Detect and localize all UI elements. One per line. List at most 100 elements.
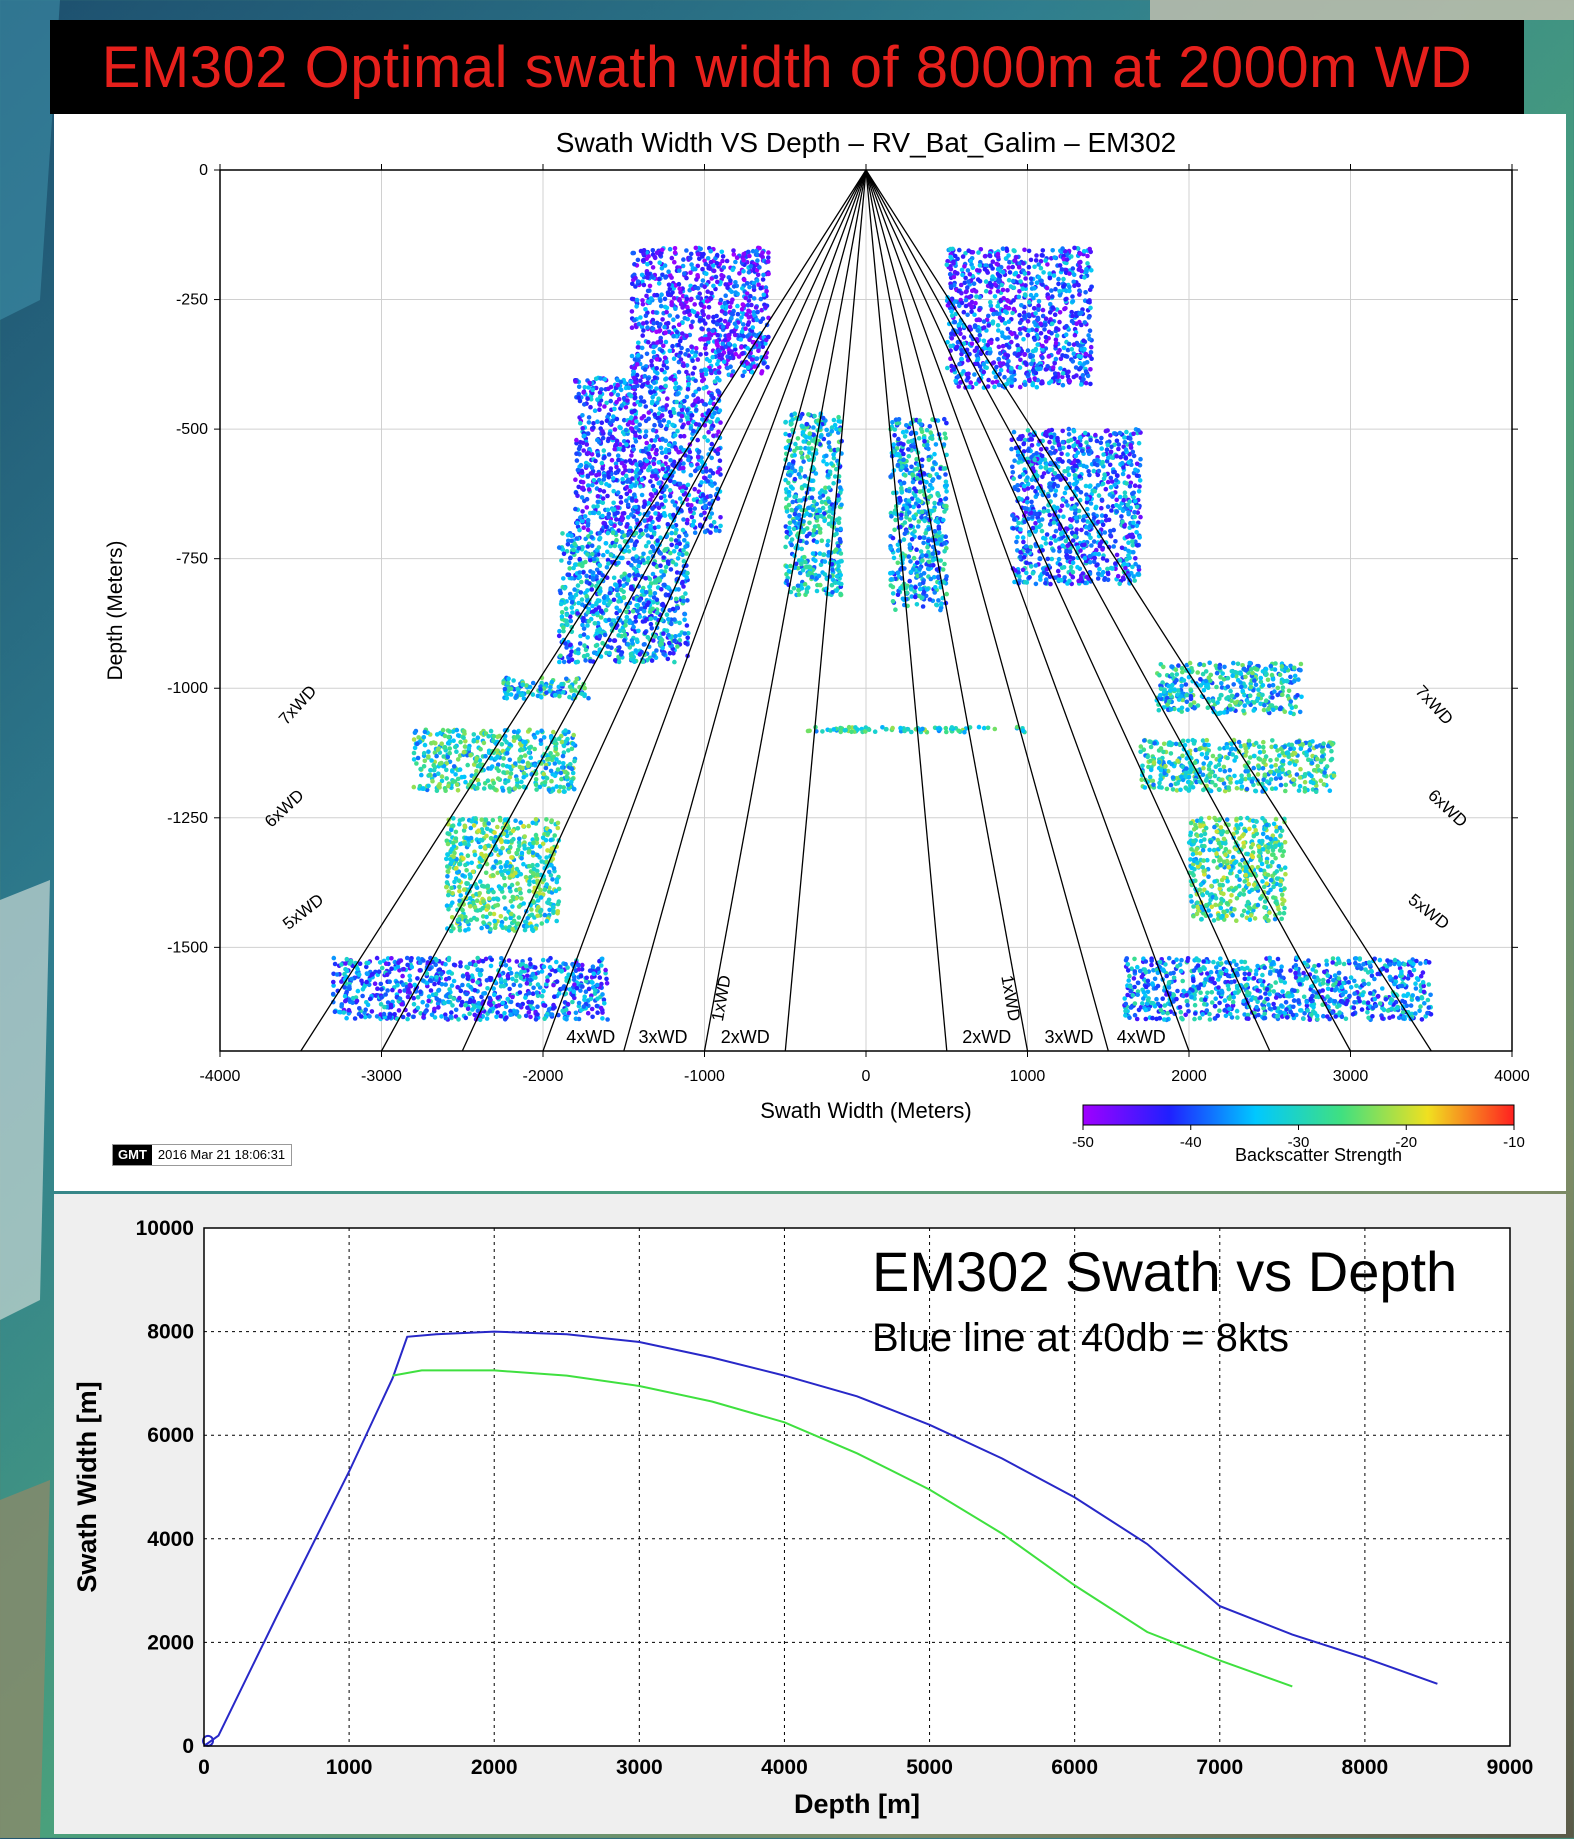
data-point [640, 273, 645, 278]
data-point [539, 738, 544, 743]
data-point [568, 643, 573, 648]
data-point [787, 514, 792, 519]
data-point [509, 899, 514, 904]
data-point [595, 438, 600, 443]
data-point [553, 969, 558, 974]
data-point [715, 362, 720, 367]
data-point [615, 383, 620, 388]
data-point [680, 414, 685, 419]
data-point [627, 573, 632, 578]
data-point [708, 494, 713, 499]
data-point [496, 776, 501, 781]
data-point [406, 987, 411, 992]
data-point [608, 520, 613, 525]
data-point [566, 1002, 571, 1007]
data-point [668, 410, 673, 415]
data-point [673, 306, 678, 311]
data-point [610, 458, 615, 463]
data-point [568, 653, 573, 658]
data-point [715, 280, 720, 285]
data-point [591, 964, 596, 969]
data-point [666, 617, 671, 622]
data-point [747, 270, 752, 275]
data-point [629, 380, 634, 385]
data-point [550, 846, 555, 851]
data-point [723, 344, 728, 349]
data-point [585, 396, 590, 401]
data-point [347, 987, 352, 992]
data-point [389, 1005, 394, 1010]
data-point [360, 994, 365, 999]
data-point [548, 685, 553, 690]
data-point [659, 385, 664, 390]
data-point [671, 334, 676, 339]
data-point [649, 535, 654, 540]
data-point [662, 418, 667, 423]
data-point [704, 262, 709, 267]
data-point [683, 544, 688, 549]
data-point [560, 969, 565, 974]
data-point [542, 772, 547, 777]
data-point [385, 972, 390, 977]
data-point [564, 677, 569, 682]
data-point [576, 468, 581, 473]
data-point [449, 1010, 454, 1015]
data-point [474, 756, 479, 761]
data-point [632, 318, 637, 323]
data-point [686, 483, 691, 488]
data-point [659, 495, 664, 500]
data-point [487, 896, 492, 901]
data-point [590, 587, 595, 592]
data-point [710, 442, 715, 447]
data-point [619, 556, 624, 561]
data-point [465, 919, 470, 924]
data-point [494, 1015, 499, 1020]
data-point [611, 414, 616, 419]
data-point [746, 250, 751, 255]
data-point [546, 757, 551, 762]
data-point [472, 823, 477, 828]
data-point [563, 770, 568, 775]
data-point [488, 766, 493, 771]
data-point [476, 1001, 481, 1006]
data-point [745, 334, 750, 339]
data-point [742, 278, 747, 283]
data-point [688, 270, 693, 275]
data-point [607, 452, 612, 457]
data-point [668, 376, 673, 381]
data-point [659, 446, 664, 451]
data-point [518, 891, 523, 896]
data-point [492, 919, 497, 924]
data-point [559, 602, 564, 607]
data-point [596, 453, 601, 458]
data-point [605, 550, 610, 555]
data-point [668, 313, 673, 318]
data-point [622, 465, 627, 470]
data-point [741, 269, 746, 274]
data-point [460, 1000, 465, 1005]
data-point [473, 963, 478, 968]
data-point [448, 739, 453, 744]
data-point [499, 984, 504, 989]
data-point [472, 738, 477, 743]
data-point [351, 996, 356, 1001]
data-point [603, 377, 608, 382]
data-point [463, 1003, 468, 1008]
data-point [636, 353, 641, 358]
data-point [451, 854, 456, 859]
data-point [331, 992, 336, 997]
data-point [634, 439, 639, 444]
data-point [370, 972, 375, 977]
data-point [585, 580, 590, 585]
data-point [644, 528, 649, 533]
data-point [377, 969, 382, 974]
data-point [507, 850, 512, 855]
data-point [444, 768, 449, 773]
data-point [431, 740, 436, 745]
data-point [389, 956, 394, 961]
data-point [641, 552, 646, 557]
data-point [631, 659, 636, 664]
data-point [600, 992, 605, 997]
data-point [577, 528, 582, 533]
data-point [652, 488, 657, 493]
